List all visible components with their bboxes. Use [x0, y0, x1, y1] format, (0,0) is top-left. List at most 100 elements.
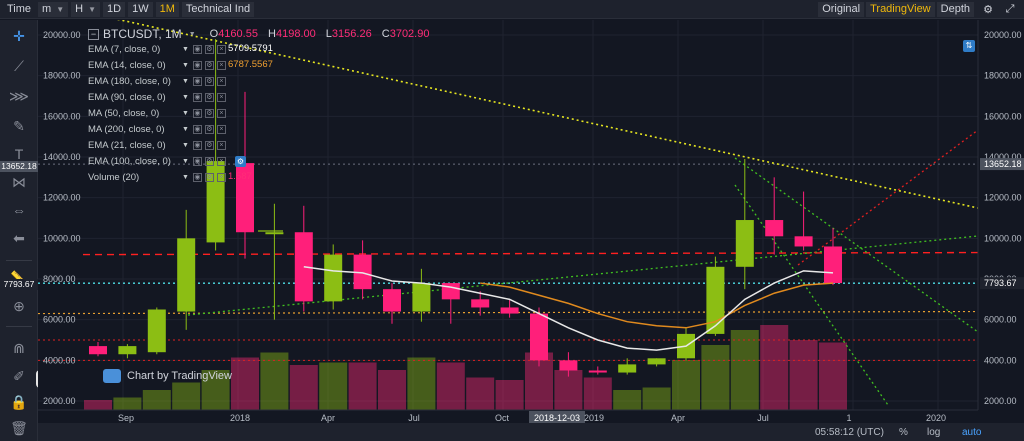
- pattern-icon[interactable]: ⋈: [12, 173, 26, 190]
- auto-scale-toggle[interactable]: auto: [962, 427, 982, 438]
- chevron-down-icon[interactable]: ▼: [182, 77, 189, 85]
- chevron-down-icon[interactable]: ▼: [182, 45, 189, 53]
- price-chart[interactable]: 2000.00 2000.00 4000.00 4000.00 6000.00 6000.…: [38, 20, 1024, 423]
- chevron-down-icon[interactable]: ▼: [182, 61, 189, 69]
- indicator-row[interactable]: EMA (14, close, 0) ▼ ◉ ⚙ × 6787.5567: [88, 57, 436, 73]
- time-tick-label: Apr: [671, 413, 685, 423]
- eye-icon[interactable]: ◉: [192, 108, 202, 118]
- volume-bar: [613, 390, 642, 410]
- trash-icon[interactable]: 🗑: [10, 419, 28, 436]
- indicator-row[interactable]: EMA (180, close, 0) ▼ ◉ ⚙ ×: [88, 73, 436, 89]
- settings-icon[interactable]: ⚙: [983, 4, 993, 16]
- indicator-row[interactable]: MA (50, close, 0) ▼ ◉ ⚙ ×: [88, 105, 436, 121]
- technical-indicators-button[interactable]: Technical Ind: [181, 1, 255, 17]
- indicator-row[interactable]: EMA (90, close, 0) ▼ ◉ ⚙ ×: [88, 89, 436, 105]
- volume-bar: [701, 345, 730, 410]
- zoom-in-icon[interactable]: ⊕: [13, 297, 25, 314]
- back-arrow-icon[interactable]: ⬅: [13, 229, 25, 246]
- settings-icon[interactable]: ⚙: [204, 124, 214, 134]
- indicator-row[interactable]: EMA (7, close, 0) ▼ ◉ ⚙ × 5709.5791: [88, 41, 436, 57]
- minute-select[interactable]: m ▼: [38, 1, 69, 17]
- eye-icon[interactable]: ◉: [192, 76, 202, 86]
- lock-icon[interactable]: 🔒: [10, 393, 28, 410]
- price-tick-label: 18000.00: [43, 71, 81, 81]
- eye-icon[interactable]: ◉: [192, 60, 202, 70]
- percent-scale-toggle[interactable]: %: [899, 427, 908, 438]
- chevron-down-icon[interactable]: ▼: [182, 157, 189, 165]
- volume-bar: [819, 342, 847, 410]
- chevron-down-icon[interactable]: ▼: [182, 93, 189, 101]
- close-icon[interactable]: ×: [216, 108, 226, 118]
- chevron-down-icon[interactable]: ▼: [188, 30, 196, 38]
- original-view-button[interactable]: Original: [818, 2, 865, 17]
- fib-retracement-icon[interactable]: ⋙: [9, 87, 29, 104]
- interval-1m-button[interactable]: 1M: [155, 1, 179, 17]
- brush-icon[interactable]: ✎: [13, 117, 25, 134]
- volume-bar: [289, 365, 318, 410]
- price-tick-label: 12000.00: [984, 193, 1022, 203]
- chevron-down-icon[interactable]: ▼: [182, 109, 189, 117]
- candle-body: [89, 346, 107, 355]
- indicator-row[interactable]: EMA (100, close, 0) ▼ ◉ ⚙ × ⚙: [88, 153, 436, 169]
- settings-icon[interactable]: ⚙: [204, 44, 214, 54]
- close-icon[interactable]: ×: [216, 140, 226, 150]
- close-icon[interactable]: ×: [216, 44, 226, 54]
- close-icon[interactable]: ×: [216, 92, 226, 102]
- utc-clock[interactable]: 05:58:12 (UTC): [815, 427, 884, 438]
- price-tick-label: 12000.00: [43, 193, 81, 203]
- chevron-down-icon[interactable]: ▼: [182, 173, 189, 181]
- indicator-row[interactable]: MA (200, close, 0) ▼ ◉ ⚙ ×: [88, 121, 436, 137]
- indicator-row[interactable]: EMA (21, close, 0) ▼ ◉ ⚙ ×: [88, 137, 436, 153]
- text-tool-icon[interactable]: T: [14, 146, 24, 162]
- eye-icon[interactable]: ◉: [192, 156, 202, 166]
- settings-icon[interactable]: ⚙: [204, 76, 214, 86]
- close-icon[interactable]: ×: [216, 172, 226, 182]
- crosshair-date-label: 2018-12-03: [534, 413, 580, 423]
- close-icon[interactable]: ×: [216, 76, 226, 86]
- collapse-legend-button[interactable]: −: [88, 28, 99, 40]
- symbol-name[interactable]: BTCUSDT, 1M: [103, 27, 182, 41]
- price-tick-label: 10000.00: [984, 233, 1022, 243]
- depth-view-button[interactable]: Depth: [936, 2, 974, 17]
- candle-body: [765, 220, 784, 237]
- settings-icon[interactable]: ⚙: [204, 60, 214, 70]
- trend-line-icon[interactable]: ⟋: [14, 57, 24, 74]
- hour-select[interactable]: H ▼: [71, 1, 101, 17]
- measure-icon[interactable]: ⇔: [12, 202, 26, 218]
- settings-icon[interactable]: ⚙: [204, 172, 214, 182]
- volume-bar: [113, 397, 142, 410]
- sort-icon[interactable]: ⇅: [963, 40, 975, 52]
- close-icon[interactable]: ×: [216, 124, 226, 134]
- volume-bar: [260, 352, 289, 410]
- chevron-down-icon[interactable]: ▼: [182, 141, 189, 149]
- eye-icon[interactable]: ◉: [192, 124, 202, 134]
- settings-icon[interactable]: ⚙: [204, 156, 214, 166]
- tradingview-view-button[interactable]: TradingView: [866, 2, 935, 17]
- settings-icon[interactable]: ⚙: [204, 140, 214, 150]
- close-icon[interactable]: ×: [216, 60, 226, 70]
- lock-drawings-icon[interactable]: ✐: [13, 367, 25, 384]
- symbol-row: − BTCUSDT, 1M ▼ O4160.55 H4198.00 L3156.…: [88, 27, 436, 41]
- indicator-row[interactable]: Volume (20) ▼ ◉ ⚙ × 1.587: [88, 169, 436, 185]
- log-scale-toggle[interactable]: log: [927, 427, 941, 438]
- chevron-down-icon: ▼: [56, 4, 65, 14]
- moving-averages: [303, 266, 834, 351]
- price-tick-label: 20000.00: [43, 30, 81, 40]
- eye-icon[interactable]: ◉: [192, 172, 202, 182]
- eye-icon[interactable]: ◉: [192, 44, 202, 54]
- close-icon[interactable]: ×: [216, 156, 226, 166]
- fullscreen-icon[interactable]: ⤢: [1005, 3, 1015, 15]
- chevron-down-icon[interactable]: ▼: [182, 125, 189, 133]
- eye-icon[interactable]: ◉: [192, 140, 202, 150]
- interval-1d-button[interactable]: 1D: [103, 1, 126, 17]
- candle-body: [324, 254, 343, 302]
- magnet-icon[interactable]: ⋒: [13, 339, 25, 356]
- price-tick-label: 20000.00: [984, 30, 1022, 40]
- indicator-settings-icon[interactable]: ⚙: [234, 155, 246, 167]
- settings-icon[interactable]: ⚙: [204, 92, 214, 102]
- settings-icon[interactable]: ⚙: [204, 108, 214, 118]
- chart-legend: − BTCUSDT, 1M ▼ O4160.55 H4198.00 L3156.…: [88, 27, 436, 185]
- interval-1w-button[interactable]: 1W: [128, 1, 153, 17]
- crosshair-icon[interactable]: ✛: [13, 27, 25, 44]
- eye-icon[interactable]: ◉: [192, 92, 202, 102]
